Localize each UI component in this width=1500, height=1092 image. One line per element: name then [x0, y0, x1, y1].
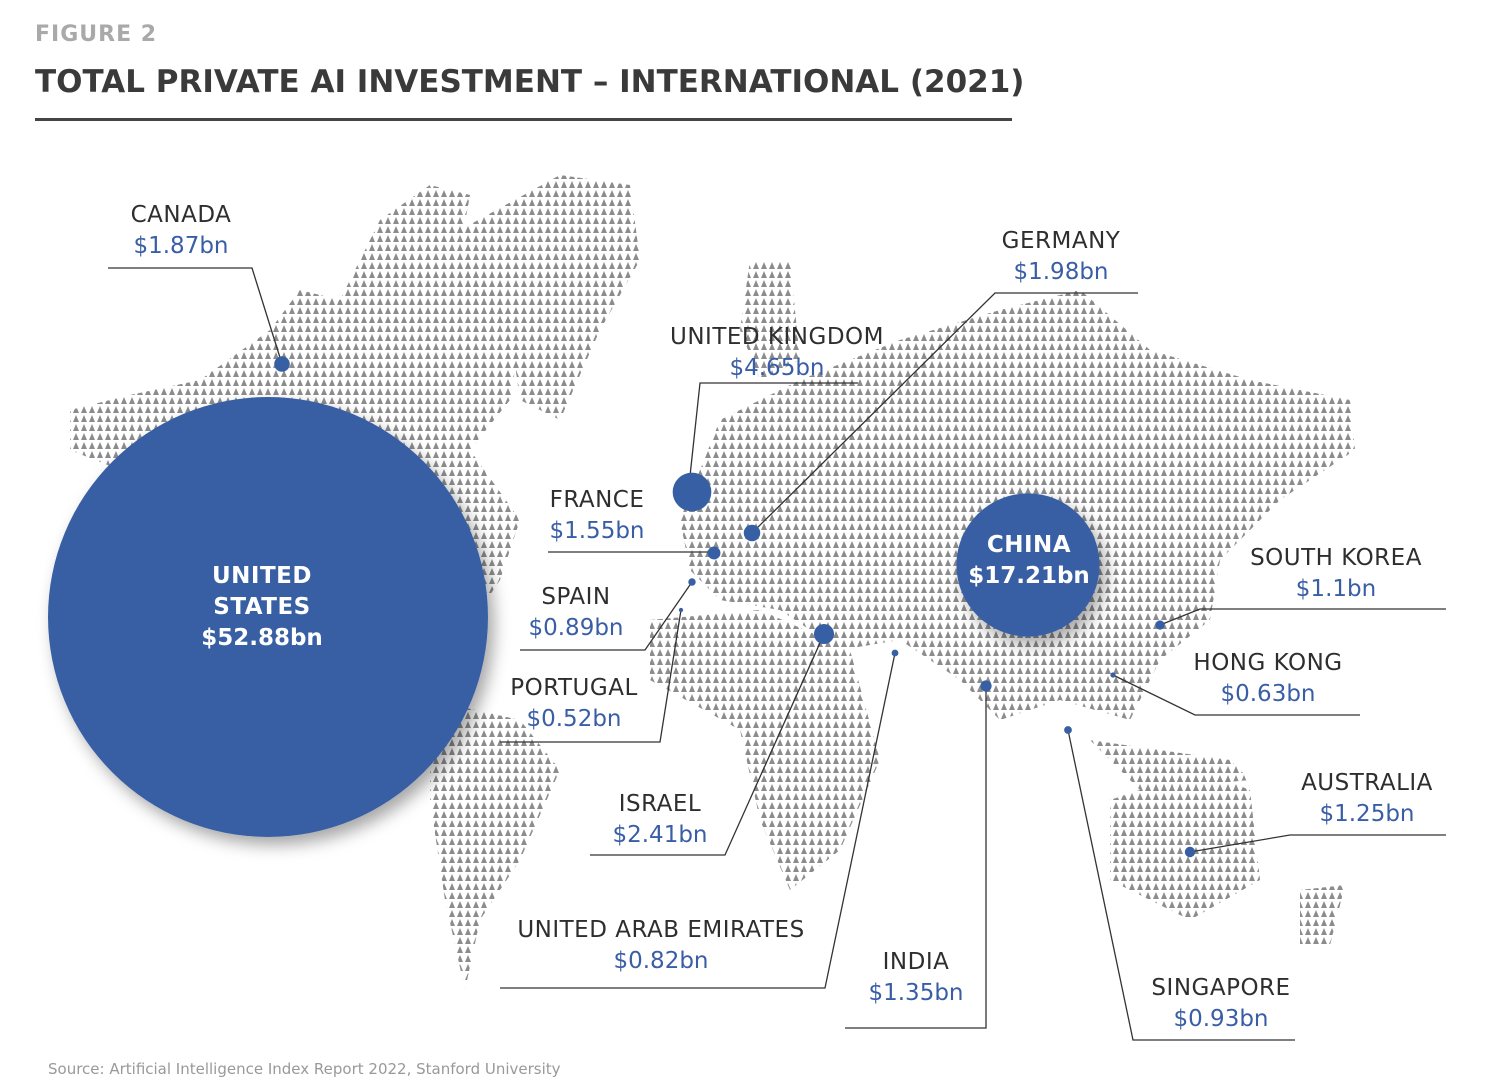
country-value: $4.65bn [729, 355, 825, 381]
country-name: INDIA [882, 949, 950, 975]
bubble [48, 397, 488, 837]
leader-line [520, 581, 693, 651]
bubble [956, 493, 1100, 637]
bubble [1110, 672, 1116, 678]
figure-label: FIGURE 2 [35, 22, 158, 47]
country-label: SPAIN $0.89bn [528, 582, 623, 644]
bubble [678, 607, 684, 613]
country-name: PORTUGAL [510, 675, 638, 701]
country-name: CANADA [130, 202, 232, 228]
bubble [980, 680, 992, 692]
country-value: $1.25bn [1319, 801, 1415, 827]
country-value: $0.82bn [613, 948, 709, 974]
country-value: $1.55bn [549, 518, 645, 544]
country-value: $1.98bn [1013, 259, 1109, 285]
leader-line [689, 382, 858, 477]
country-name: UNITED STATES [212, 563, 312, 620]
title: TOTAL PRIVATE AI INVESTMENT – INTERNATIO… [35, 64, 1025, 100]
leader-line [108, 267, 283, 365]
bubble [1184, 846, 1196, 858]
bubble [813, 623, 835, 645]
leader-line [1112, 674, 1360, 716]
country-label: CANADA $1.87bn [131, 200, 232, 262]
country-name: SPAIN [541, 584, 611, 610]
leader-line [845, 686, 987, 1029]
country-value: $0.93bn [1173, 1006, 1269, 1032]
country-name: GERMANY [1001, 228, 1121, 254]
source: Source: Artificial Intelligence Index Re… [48, 1060, 561, 1078]
country-label: PORTUGAL $0.52bn [510, 673, 638, 735]
country-name: AUSTRALIA [1301, 770, 1433, 796]
country-label: HONG KONG $0.63bn [1193, 648, 1342, 710]
country-name: UNITED KINGDOM [670, 324, 884, 350]
leader-lines [108, 267, 1446, 1041]
country-value: $0.63bn [1220, 681, 1316, 707]
country-name: UNITED ARAB EMIRATES [517, 917, 805, 943]
country-value: $17.21bn [968, 563, 1090, 589]
country-label: FRANCE $1.55bn [549, 485, 644, 547]
bubbles [48, 356, 1196, 858]
country-label: INDIA $1.35bn [868, 947, 963, 1009]
country-label: UNITED KINGDOM $4.65bn [670, 322, 884, 384]
country-label: UNITED ARAB EMIRATES $0.82bn [517, 915, 804, 977]
country-label: GERMANY $1.98bn [1002, 226, 1121, 288]
country-value: $1.87bn [133, 233, 229, 259]
leader-line [1189, 834, 1446, 853]
country-value: $1.35bn [868, 980, 964, 1006]
bubble [672, 472, 712, 512]
bubble [891, 649, 899, 657]
bubble [688, 578, 696, 586]
bubble [1155, 620, 1165, 630]
leader-line [751, 292, 1138, 534]
country-label: UNITED STATES $52.88bn [177, 561, 347, 654]
leader-line [500, 652, 896, 989]
leader-line [1159, 608, 1446, 626]
country-value: $52.88bn [201, 625, 323, 651]
country-name: HONG KONG [1193, 650, 1343, 676]
bubble [743, 524, 761, 542]
leader-line [1067, 729, 1295, 1041]
title-rule [35, 118, 1012, 121]
country-value: $1.1bn [1295, 576, 1377, 602]
country-name: CHINA [986, 532, 1072, 558]
bubble [1064, 726, 1072, 734]
bubble [707, 546, 721, 560]
bubble [274, 356, 290, 372]
leader-line [500, 609, 682, 743]
leader-line [590, 633, 825, 856]
country-name: SOUTH KOREA [1250, 545, 1422, 571]
country-value: $0.52bn [526, 706, 622, 732]
country-value: $2.41bn [612, 822, 708, 848]
country-name: SINGAPORE [1151, 975, 1291, 1001]
country-label: ISRAEL $2.41bn [612, 789, 707, 851]
country-label: CHINA $17.21bn [954, 530, 1104, 592]
country-label: AUSTRALIA $1.25bn [1301, 768, 1433, 830]
country-value: $0.89bn [528, 615, 624, 641]
country-name: FRANCE [549, 487, 645, 513]
country-name: ISRAEL [618, 791, 702, 817]
country-label: SINGAPORE $0.93bn [1151, 973, 1290, 1035]
country-label: SOUTH KOREA $1.1bn [1250, 543, 1422, 605]
